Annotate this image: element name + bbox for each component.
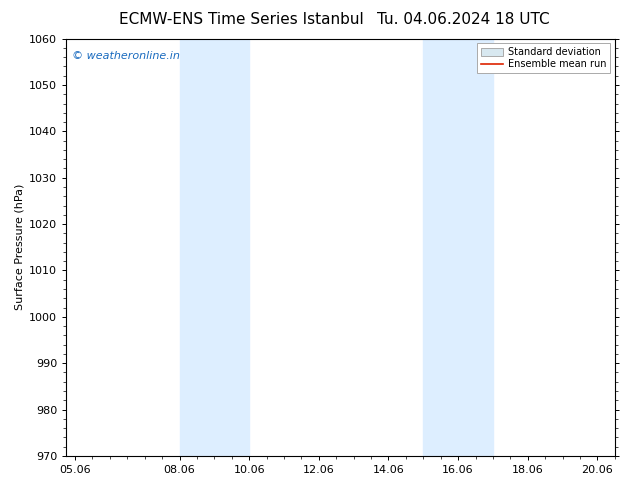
Text: © weatheronline.in: © weatheronline.in — [72, 51, 179, 61]
Text: Tu. 04.06.2024 18 UTC: Tu. 04.06.2024 18 UTC — [377, 12, 549, 27]
Text: ECMW-ENS Time Series Istanbul: ECMW-ENS Time Series Istanbul — [119, 12, 363, 27]
Bar — [424, 39, 493, 456]
Legend: Standard deviation, Ensemble mean run: Standard deviation, Ensemble mean run — [477, 44, 610, 73]
Bar — [179, 39, 249, 456]
Y-axis label: Surface Pressure (hPa): Surface Pressure (hPa) — [15, 184, 25, 311]
